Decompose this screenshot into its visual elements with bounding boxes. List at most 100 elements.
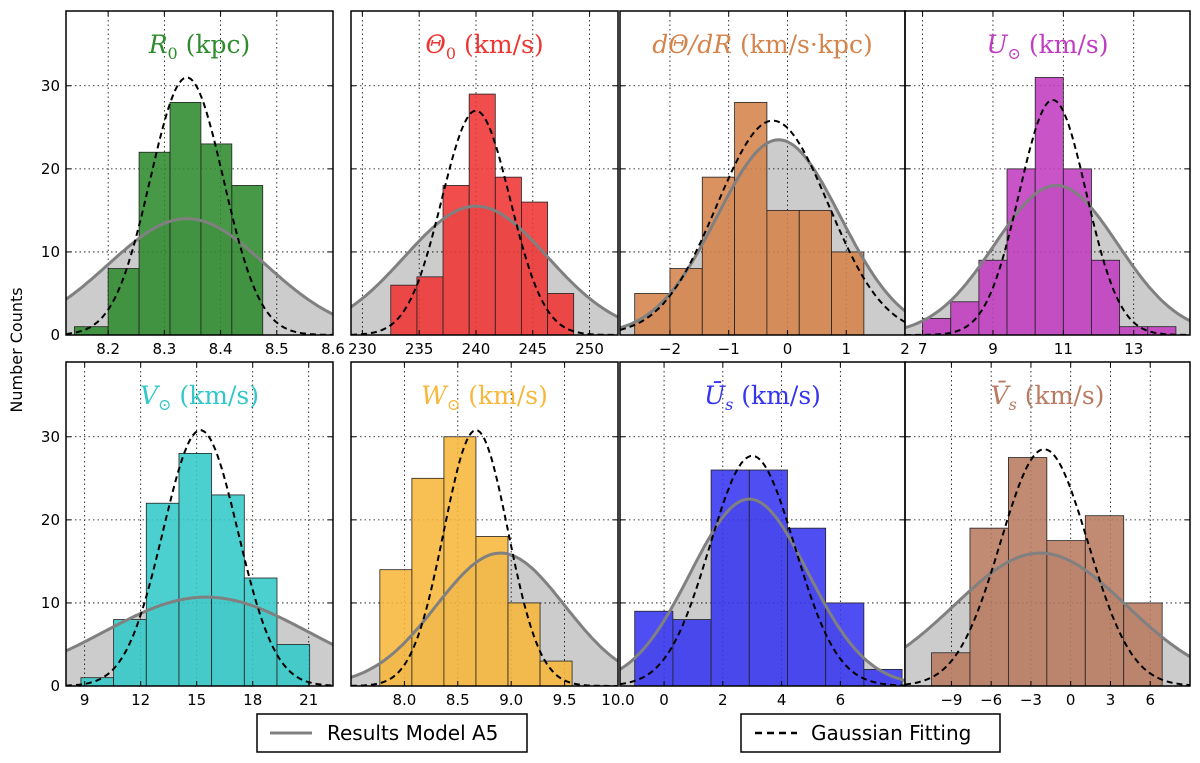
histogram-bar [669,268,703,335]
plot-area [66,362,333,686]
histogram-bar [787,527,827,686]
model-curve [351,551,618,679]
x-tick-label: 4 [777,691,787,709]
x-tick-label: 1 [841,340,851,358]
plot-area [620,362,905,686]
histogram-bar [178,452,213,686]
model-curve [66,217,333,316]
gaussian-fit-curve [351,109,618,335]
model-curve [905,551,1190,658]
gaussian-fit-curve [620,454,905,686]
histogram-bar [113,619,147,686]
histogram-bar [950,301,980,335]
histogram-bar [200,143,233,335]
panel-title-symbol: V [140,381,161,410]
y-tick-label: 30 [41,428,60,446]
panel-frame [904,361,1191,687]
y-tick-label: 10 [41,243,60,261]
histogram-bar [1046,540,1086,686]
panel-frame [65,10,334,336]
panel-title: R0 (kpc) [148,30,251,63]
panel-title-unit: (km/s) [1021,30,1109,59]
x-tick-label: −6 [980,691,1002,709]
histogram-bar [138,151,171,335]
panel-title-subscript: ⊙ [1008,44,1021,63]
panel-3: −2 −1 0 1 2 dΘ/dR (km/s·kpc) [619,10,910,358]
histogram-bar [1084,515,1125,686]
histogram-bar [80,677,115,686]
x-tick-label: 8.0 [392,691,416,709]
histogram-bar [379,569,413,686]
x-tick-label: 230 [348,340,377,358]
panel-frame [350,361,619,687]
x-tick-label: 15 [187,691,206,709]
histogram-bar [475,536,509,686]
panel-title: V⊙ (km/s) [140,381,259,414]
histogram-bar [748,469,788,686]
x-tick-label: 7 [918,340,928,358]
legend-model-label: Results Model A5 [327,721,498,745]
x-tick-label: 3 [1106,691,1116,709]
x-tick-label: 13 [1124,340,1143,358]
panel-title: Ūs (km/s) [704,381,821,414]
panel-title-subscript: ⊙ [158,395,171,414]
gaussian-fit-curve [66,76,333,335]
panel-title-subscript: 0 [168,44,178,63]
histogram-bar [276,644,311,686]
x-tick-label: 8.3 [152,340,176,358]
x-tick-label: −3 [1020,691,1042,709]
panel-title-symbol: W [421,381,449,410]
histogram-bar [672,619,712,686]
panel-title-subscript: s [1009,395,1017,414]
panel-4: 7 9 11 13 U⊙ (km/s) [904,10,1191,358]
model-curve [905,184,1190,330]
x-tick-label: 8.4 [209,340,233,358]
x-tick-label: 0 [783,340,793,358]
panel-title-unit: (km/s) [456,30,544,59]
x-tick-label: 245 [518,340,547,358]
x-tick-label: 8.5 [265,340,289,358]
gaussian-fit-curve [351,429,618,686]
y-tick-label: 10 [41,594,60,612]
histogram-bar [494,176,522,335]
x-tick-label: 11 [1054,340,1073,358]
panel-title-subscript: ⊙ [447,395,460,414]
panel-title-symbol: V̄ [991,381,1012,410]
plot-area [66,11,333,335]
x-tick-label: 0 [1066,691,1076,709]
x-tick-label: 9.5 [553,691,577,709]
legend-gaussian-label: Gaussian Fitting [811,721,971,745]
x-tick-label: 240 [462,340,491,358]
y-axis-label: Number Counts [7,287,26,412]
panel-title-unit: (km/s) [1017,381,1105,410]
histogram-bar [701,176,735,335]
x-tick-label: 0 [659,691,669,709]
panel-title: W⊙ (km/s) [421,381,548,414]
histogram-bar [416,276,444,335]
x-tick-label: 6 [1145,691,1155,709]
panel-6: 8.0 8.5 9.0 9.5 10.0 W⊙ (km/s) [350,361,635,709]
x-tick-label: 21 [299,691,318,709]
panel-frame [65,361,334,687]
x-tick-label: 18 [243,691,262,709]
panel-title-unit: (km/s) [171,381,259,410]
plot-area [351,362,618,686]
histogram-bar [1034,77,1064,335]
panel-title-subscript: 0 [446,44,456,63]
y-tick-label: 0 [50,326,60,344]
histogram-bar [1091,259,1121,335]
histogram-bar [634,610,674,686]
x-tick-label: 6 [836,691,846,709]
histogram-bar [969,527,1009,686]
panel-title: dΘ/dR (km/s·kpc) [652,30,872,59]
plot-area [620,11,905,335]
panel-2: 230 235 240 245 250 Θ0 (km/s) [348,10,619,358]
panel-title-unit: (km/s) [460,381,548,410]
histogram-bar [211,494,245,686]
histogram-bar [411,477,445,686]
y-tick-label: 0 [50,677,60,695]
histogram-bar [1123,602,1163,686]
plot-area [351,11,618,335]
